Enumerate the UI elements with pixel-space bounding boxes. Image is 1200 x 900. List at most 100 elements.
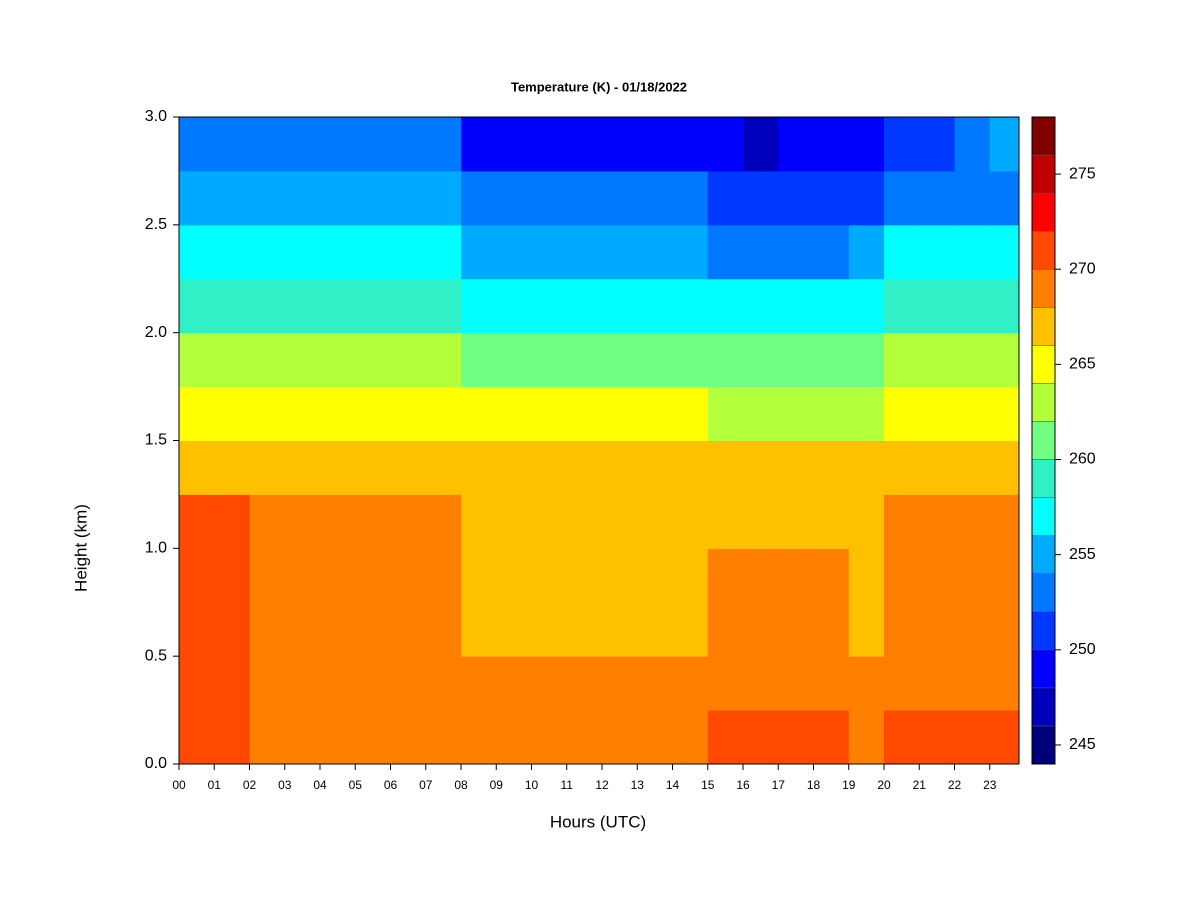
- heatmap-cell: [813, 332, 850, 388]
- x-tick-label: 23: [983, 778, 997, 792]
- heatmap-cell: [355, 224, 391, 280]
- x-tick-label: 03: [278, 778, 292, 792]
- heatmap-cell: [742, 440, 779, 495]
- heatmap-cell: [919, 386, 955, 441]
- heatmap-cell: [249, 710, 286, 764]
- heatmap-cell: [778, 332, 814, 388]
- heatmap-cell: [179, 440, 215, 495]
- heatmap-cell: [601, 117, 638, 172]
- heatmap-cell: [778, 278, 814, 334]
- heatmap-cell: [848, 224, 885, 280]
- heatmap-cell: [883, 494, 920, 549]
- x-tick-label: 16: [736, 778, 750, 792]
- heatmap-cell: [425, 710, 462, 764]
- colorbar-tick-label: 260: [1069, 451, 1096, 468]
- heatmap-cell: [319, 494, 356, 549]
- heatmap-cell: [848, 494, 885, 549]
- heatmap-cell: [707, 278, 744, 334]
- heatmap-cell: [813, 117, 850, 172]
- x-tick-label: 01: [208, 778, 222, 792]
- heatmap-cell: [672, 710, 709, 764]
- heatmap-cell: [989, 602, 1019, 657]
- heatmap-cell: [919, 602, 955, 657]
- heatmap-cell: [989, 170, 1019, 226]
- heatmap-cell: [355, 602, 391, 657]
- heatmap-cell: [460, 548, 497, 603]
- heatmap-cell: [883, 602, 920, 657]
- heatmap-cell: [249, 656, 286, 711]
- heatmap-cell: [601, 440, 638, 495]
- heatmap-cells: [179, 117, 1019, 764]
- heatmap-cell: [883, 332, 920, 388]
- heatmap-cell: [637, 224, 673, 280]
- heatmap-cell: [778, 710, 814, 764]
- x-tick-label: 17: [772, 778, 786, 792]
- heatmap-cell: [848, 386, 885, 441]
- heatmap-cell: [742, 656, 779, 711]
- heatmap-cell: [566, 710, 603, 764]
- x-tick-label: 22: [948, 778, 962, 792]
- heatmap-cell: [284, 440, 321, 495]
- heatmap-cell: [954, 332, 991, 388]
- heatmap-cell: [883, 117, 920, 172]
- heatmap-cell: [496, 170, 532, 226]
- heatmap-cell: [778, 602, 814, 657]
- heatmap-cell: [672, 278, 709, 334]
- heatmap-cell: [390, 494, 427, 549]
- heatmap-cell: [319, 656, 356, 711]
- heatmap-cell: [531, 278, 568, 334]
- heatmap-cell: [601, 386, 638, 441]
- heatmap-cell: [566, 494, 603, 549]
- heatmap-cell: [390, 656, 427, 711]
- colorbar-band: [1031, 649, 1056, 689]
- heatmap-cell: [214, 656, 250, 711]
- heatmap-cell: [284, 332, 321, 388]
- heatmap-cell: [319, 548, 356, 603]
- heatmap-cell: [390, 278, 427, 334]
- colorbar-tick-label: 275: [1069, 165, 1096, 182]
- heatmap-cell: [496, 656, 532, 711]
- heatmap-cell: [425, 117, 462, 172]
- heatmap-cell: [214, 602, 250, 657]
- heatmap-cell: [672, 494, 709, 549]
- heatmap-cell: [179, 656, 215, 711]
- heatmap-cell: [601, 224, 638, 280]
- heatmap-cell: [813, 656, 850, 711]
- heatmap-cell: [672, 548, 709, 603]
- heatmap-cell: [848, 332, 885, 388]
- x-tick-label: 02: [243, 778, 257, 792]
- colorbar-tick-label: 265: [1069, 356, 1096, 373]
- heatmap-cell: [707, 117, 744, 172]
- heatmap-cell: [319, 224, 356, 280]
- x-tick-label: 18: [807, 778, 821, 792]
- heatmap-cell: [390, 440, 427, 495]
- heatmap-cell: [848, 117, 885, 172]
- heatmap-cell: [566, 332, 603, 388]
- heatmap-cell: [601, 710, 638, 764]
- heatmap-cell: [637, 494, 673, 549]
- colorbar-band: [1031, 459, 1056, 498]
- heatmap-cell: [566, 440, 603, 495]
- heatmap-cell: [249, 224, 286, 280]
- heatmap-cell: [214, 494, 250, 549]
- heatmap-cell: [637, 548, 673, 603]
- heatmap-cell: [566, 602, 603, 657]
- y-tick-label: 2.5: [145, 216, 167, 233]
- heatmap-cell: [672, 332, 709, 388]
- heatmap-cell: [954, 278, 991, 334]
- heatmap-cell: [214, 278, 250, 334]
- heatmap-cell: [249, 117, 286, 172]
- heatmap-cell: [249, 332, 286, 388]
- heatmap-cell: [319, 332, 356, 388]
- heatmap-cell: [566, 117, 603, 172]
- heatmap-cell: [531, 440, 568, 495]
- colorbar-tick-label: 245: [1069, 736, 1096, 753]
- heatmap-cell: [637, 656, 673, 711]
- y-tick-label: 2.0: [145, 324, 167, 341]
- y-tick-label: 0.0: [145, 755, 167, 772]
- heatmap-cell: [355, 656, 391, 711]
- colorbar-band: [1031, 535, 1056, 574]
- heatmap-cell: [214, 224, 250, 280]
- heatmap-cell: [954, 548, 991, 603]
- colorbar-band: [1031, 230, 1056, 270]
